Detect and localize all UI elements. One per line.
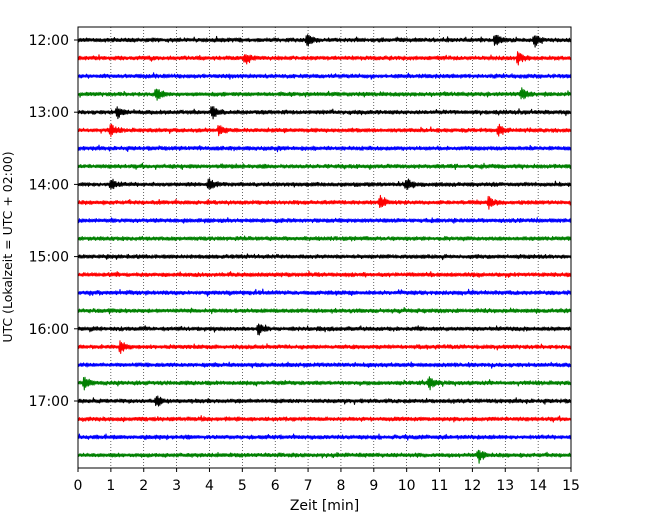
y-tick-label: 12:00: [29, 33, 69, 49]
trace-row: [77, 361, 572, 369]
x-tick-label: 15: [562, 478, 580, 494]
trace-row: [77, 162, 572, 170]
trace-row: [77, 340, 572, 355]
x-tick-label: 10: [398, 478, 416, 494]
y-axis-label: UTC (Lokalzeit = UTC + 02:00): [0, 151, 15, 342]
y-tick-label: 17:00: [29, 394, 69, 410]
trace-row: [77, 178, 572, 190]
x-tick-label: 8: [336, 478, 345, 494]
y-axis: 12:00 13:00 14:00 15:00 16:00 17:00: [29, 33, 78, 410]
trace-row: [77, 415, 572, 423]
x-tick-label: 13: [496, 478, 514, 494]
trace-row: [77, 253, 572, 261]
trace-row: [77, 307, 572, 315]
x-tick-label: 14: [529, 478, 547, 494]
trace-row: [77, 87, 572, 101]
trace-row: [77, 144, 572, 153]
trace-row: [77, 395, 572, 407]
y-tick-label: 14:00: [29, 177, 69, 193]
trace-row: [77, 449, 572, 464]
trace-row: [77, 323, 572, 336]
trace-row: [77, 270, 572, 279]
x-tick-label: 5: [238, 478, 247, 494]
x-tick-label: 0: [74, 478, 83, 494]
trace-row: [77, 194, 572, 210]
x-tick-label: 6: [271, 478, 280, 494]
y-tick-label: 13:00: [29, 105, 69, 121]
plot-frame: [77, 26, 572, 469]
y-tick-label: 15:00: [29, 250, 69, 266]
x-tick-label: 7: [304, 478, 313, 494]
trace-row: [77, 123, 572, 138]
x-axis-label: Zeit [min]: [290, 498, 359, 514]
trace-row: [77, 288, 572, 297]
trace-row: [77, 106, 572, 120]
y-tick-label: 16:00: [29, 322, 69, 338]
trace-row: [77, 433, 572, 441]
trace-row: [77, 376, 572, 391]
trace-row: [77, 72, 572, 80]
seismic-traces: [77, 34, 572, 464]
trace-row: [77, 235, 572, 242]
x-tick-label: 9: [369, 478, 378, 494]
trace-row: [77, 51, 572, 66]
x-tick-label: 2: [139, 478, 148, 494]
x-tick-label: 3: [172, 478, 181, 494]
trace-row: [77, 217, 572, 224]
x-axis: 0 1 2 3 4 5 6 7 8 9 10 11 12 13 14 15: [74, 468, 580, 494]
trace-row: [77, 34, 572, 48]
x-tick-label: 12: [463, 478, 481, 494]
x-tick-label: 11: [431, 478, 449, 494]
x-tick-label: 4: [205, 478, 214, 494]
x-tick-label: 1: [106, 478, 115, 494]
